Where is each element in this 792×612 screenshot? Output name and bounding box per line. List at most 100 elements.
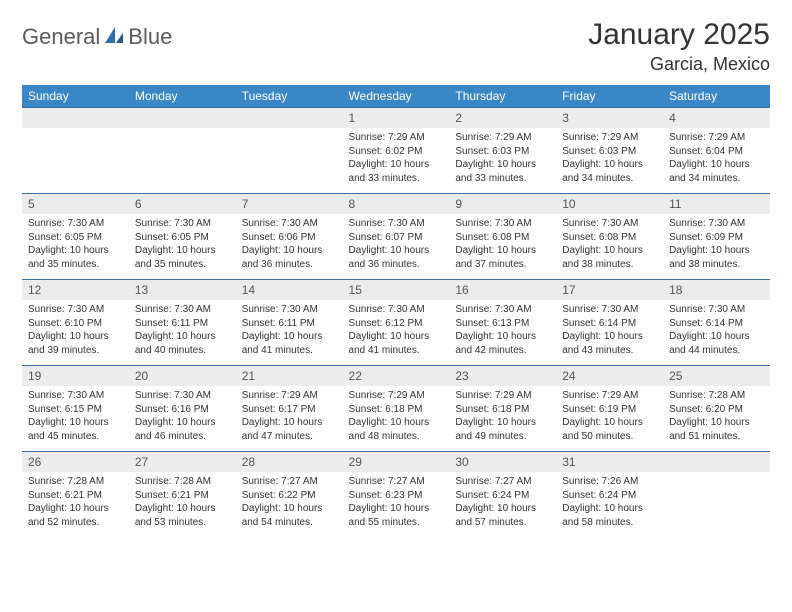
day-body: Sunrise: 7:26 AMSunset: 6:24 PMDaylight:… — [556, 472, 663, 537]
calendar-cell: 4Sunrise: 7:29 AMSunset: 6:04 PMDaylight… — [663, 108, 770, 194]
day-body: Sunrise: 7:27 AMSunset: 6:24 PMDaylight:… — [449, 472, 556, 537]
sunrise-line: Sunrise: 7:29 AM — [349, 389, 444, 403]
sunrise-line: Sunrise: 7:29 AM — [242, 389, 337, 403]
sunrise-line: Sunrise: 7:27 AM — [242, 475, 337, 489]
calendar-cell: 19Sunrise: 7:30 AMSunset: 6:15 PMDayligh… — [22, 366, 129, 452]
calendar-week: 12Sunrise: 7:30 AMSunset: 6:10 PMDayligh… — [22, 280, 770, 366]
sunrise-line: Sunrise: 7:30 AM — [455, 217, 550, 231]
calendar-cell: 6Sunrise: 7:30 AMSunset: 6:05 PMDaylight… — [129, 194, 236, 280]
daylight-line: Daylight: 10 hours and 49 minutes. — [455, 416, 550, 443]
day-body: Sunrise: 7:29 AMSunset: 6:04 PMDaylight:… — [663, 128, 770, 193]
calendar-cell: 25Sunrise: 7:28 AMSunset: 6:20 PMDayligh… — [663, 366, 770, 452]
brand-logo: General Blue — [22, 24, 172, 50]
day-body: Sunrise: 7:30 AMSunset: 6:10 PMDaylight:… — [22, 300, 129, 365]
daylight-line: Daylight: 10 hours and 43 minutes. — [562, 330, 657, 357]
daylight-line: Daylight: 10 hours and 34 minutes. — [669, 158, 764, 185]
location-label: Garcia, Mexico — [588, 54, 770, 75]
calendar-cell: 24Sunrise: 7:29 AMSunset: 6:19 PMDayligh… — [556, 366, 663, 452]
daylight-line: Daylight: 10 hours and 53 minutes. — [135, 502, 230, 529]
sunset-line: Sunset: 6:18 PM — [455, 403, 550, 417]
day-body: Sunrise: 7:30 AMSunset: 6:05 PMDaylight:… — [22, 214, 129, 279]
daylight-line: Daylight: 10 hours and 33 minutes. — [455, 158, 550, 185]
sunrise-line: Sunrise: 7:29 AM — [455, 131, 550, 145]
month-title: January 2025 — [588, 18, 770, 52]
sunrise-line: Sunrise: 7:30 AM — [135, 217, 230, 231]
day-body: Sunrise: 7:30 AMSunset: 6:12 PMDaylight:… — [343, 300, 450, 365]
day-number: 27 — [129, 452, 236, 472]
day-number — [129, 108, 236, 128]
calendar-cell: 7Sunrise: 7:30 AMSunset: 6:06 PMDaylight… — [236, 194, 343, 280]
daylight-line: Daylight: 10 hours and 47 minutes. — [242, 416, 337, 443]
sunrise-line: Sunrise: 7:29 AM — [455, 389, 550, 403]
day-number — [236, 108, 343, 128]
sunrise-line: Sunrise: 7:30 AM — [242, 303, 337, 317]
calendar-cell — [663, 452, 770, 538]
title-block: January 2025 Garcia, Mexico — [588, 18, 770, 75]
daylight-line: Daylight: 10 hours and 41 minutes. — [349, 330, 444, 357]
day-body: Sunrise: 7:29 AMSunset: 6:17 PMDaylight:… — [236, 386, 343, 451]
sunrise-line: Sunrise: 7:28 AM — [669, 389, 764, 403]
calendar-cell: 13Sunrise: 7:30 AMSunset: 6:11 PMDayligh… — [129, 280, 236, 366]
calendar-cell: 14Sunrise: 7:30 AMSunset: 6:11 PMDayligh… — [236, 280, 343, 366]
sunrise-line: Sunrise: 7:27 AM — [349, 475, 444, 489]
sunset-line: Sunset: 6:18 PM — [349, 403, 444, 417]
sunrise-line: Sunrise: 7:29 AM — [562, 389, 657, 403]
brand-text-b: Blue — [128, 24, 172, 50]
day-number: 4 — [663, 108, 770, 128]
daylight-line: Daylight: 10 hours and 36 minutes. — [349, 244, 444, 271]
sunset-line: Sunset: 6:21 PM — [28, 489, 123, 503]
sunrise-line: Sunrise: 7:30 AM — [349, 217, 444, 231]
dayhead-mon: Monday — [129, 85, 236, 108]
day-number: 15 — [343, 280, 450, 300]
daylight-line: Daylight: 10 hours and 38 minutes. — [562, 244, 657, 271]
sunrise-line: Sunrise: 7:28 AM — [28, 475, 123, 489]
sunset-line: Sunset: 6:03 PM — [455, 145, 550, 159]
calendar-cell: 18Sunrise: 7:30 AMSunset: 6:14 PMDayligh… — [663, 280, 770, 366]
sunset-line: Sunset: 6:07 PM — [349, 231, 444, 245]
day-body: Sunrise: 7:27 AMSunset: 6:22 PMDaylight:… — [236, 472, 343, 537]
daylight-line: Daylight: 10 hours and 40 minutes. — [135, 330, 230, 357]
daylight-line: Daylight: 10 hours and 39 minutes. — [28, 330, 123, 357]
brand-sail-icon — [103, 25, 125, 50]
calendar-cell: 20Sunrise: 7:30 AMSunset: 6:16 PMDayligh… — [129, 366, 236, 452]
calendar-cell: 21Sunrise: 7:29 AMSunset: 6:17 PMDayligh… — [236, 366, 343, 452]
calendar-cell: 17Sunrise: 7:30 AMSunset: 6:14 PMDayligh… — [556, 280, 663, 366]
sunrise-line: Sunrise: 7:30 AM — [28, 303, 123, 317]
day-body: Sunrise: 7:30 AMSunset: 6:11 PMDaylight:… — [236, 300, 343, 365]
day-number: 29 — [343, 452, 450, 472]
day-body: Sunrise: 7:30 AMSunset: 6:08 PMDaylight:… — [449, 214, 556, 279]
sunset-line: Sunset: 6:06 PM — [242, 231, 337, 245]
sunset-line: Sunset: 6:14 PM — [562, 317, 657, 331]
daylight-line: Daylight: 10 hours and 45 minutes. — [28, 416, 123, 443]
sunset-line: Sunset: 6:24 PM — [562, 489, 657, 503]
brand-text-a: General — [22, 24, 100, 50]
day-header-row: Sunday Monday Tuesday Wednesday Thursday… — [22, 85, 770, 108]
daylight-line: Daylight: 10 hours and 35 minutes. — [28, 244, 123, 271]
daylight-line: Daylight: 10 hours and 38 minutes. — [669, 244, 764, 271]
calendar-cell: 26Sunrise: 7:28 AMSunset: 6:21 PMDayligh… — [22, 452, 129, 538]
sunrise-line: Sunrise: 7:30 AM — [562, 217, 657, 231]
day-number: 7 — [236, 194, 343, 214]
day-number: 1 — [343, 108, 450, 128]
sunset-line: Sunset: 6:05 PM — [135, 231, 230, 245]
calendar-cell: 28Sunrise: 7:27 AMSunset: 6:22 PMDayligh… — [236, 452, 343, 538]
sunset-line: Sunset: 6:10 PM — [28, 317, 123, 331]
daylight-line: Daylight: 10 hours and 51 minutes. — [669, 416, 764, 443]
calendar-cell: 15Sunrise: 7:30 AMSunset: 6:12 PMDayligh… — [343, 280, 450, 366]
day-body: Sunrise: 7:30 AMSunset: 6:09 PMDaylight:… — [663, 214, 770, 279]
day-number: 6 — [129, 194, 236, 214]
dayhead-fri: Friday — [556, 85, 663, 108]
dayhead-tue: Tuesday — [236, 85, 343, 108]
day-number: 22 — [343, 366, 450, 386]
day-body — [663, 472, 770, 530]
dayhead-sat: Saturday — [663, 85, 770, 108]
sunset-line: Sunset: 6:19 PM — [562, 403, 657, 417]
calendar-week: 19Sunrise: 7:30 AMSunset: 6:15 PMDayligh… — [22, 366, 770, 452]
sunset-line: Sunset: 6:23 PM — [349, 489, 444, 503]
sunset-line: Sunset: 6:15 PM — [28, 403, 123, 417]
calendar-cell: 8Sunrise: 7:30 AMSunset: 6:07 PMDaylight… — [343, 194, 450, 280]
calendar-table: Sunday Monday Tuesday Wednesday Thursday… — [22, 85, 770, 537]
calendar-week: 26Sunrise: 7:28 AMSunset: 6:21 PMDayligh… — [22, 452, 770, 538]
sunset-line: Sunset: 6:08 PM — [455, 231, 550, 245]
dayhead-thu: Thursday — [449, 85, 556, 108]
